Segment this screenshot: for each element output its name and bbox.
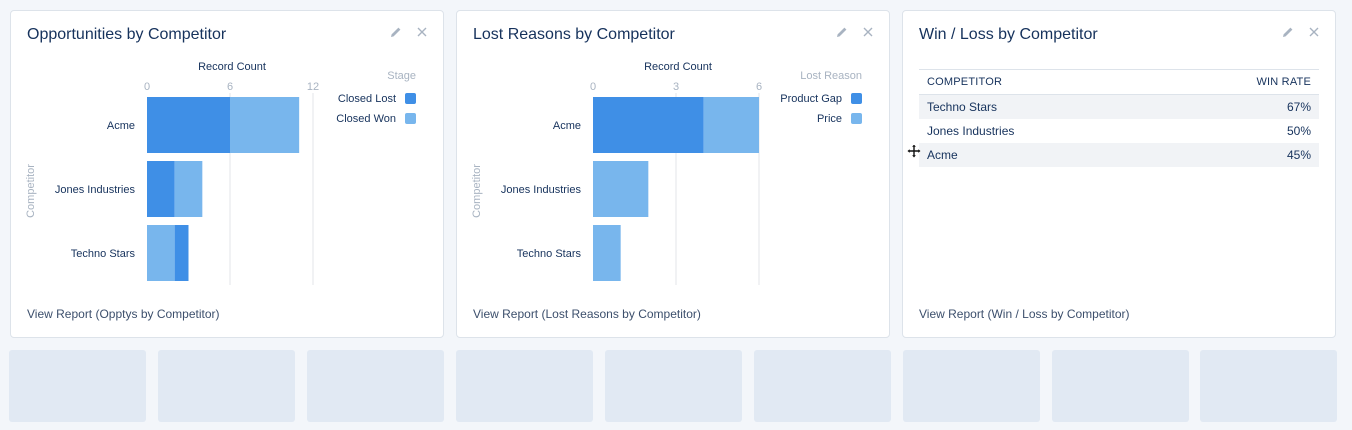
close-icon[interactable] [861, 25, 875, 39]
legend-title: Stage [387, 70, 416, 82]
card-title: Lost Reasons by Competitor [473, 26, 675, 43]
card-actions [389, 25, 429, 39]
bar-closed-lost-jones-industries [147, 161, 175, 217]
y-axis-title: Competitor [471, 164, 483, 218]
legend-swatch-closed-won [405, 113, 416, 124]
x-tick-label: 0 [590, 81, 596, 93]
opptys-by-competitor-card: Opportunities by Competitor Record Count… [10, 10, 444, 338]
placeholder-tile [605, 350, 742, 422]
bar-closed-lost-techno-stars [174, 225, 189, 281]
placeholder-tile [9, 350, 146, 422]
legend-title: Lost Reason [800, 70, 862, 82]
bar-closed-won-acme [230, 97, 300, 153]
competitor-cell: Techno Stars [919, 94, 1157, 119]
x-axis-title: Record Count [644, 61, 712, 73]
x-tick-label: 12 [307, 81, 319, 93]
legend-swatch-product-gap [851, 93, 862, 104]
close-icon[interactable] [415, 25, 429, 39]
opptys-bar-chart: Record Count 0 6 12 Competitor Acme Jones Indu… [25, 61, 416, 285]
legend-swatch-price [851, 113, 862, 124]
win-rate-cell: 50% [1286, 124, 1311, 138]
y-axis-title: Competitor [25, 164, 37, 218]
close-icon[interactable] [1307, 25, 1321, 39]
placeholder-tile [456, 350, 593, 422]
edit-icon[interactable] [835, 25, 849, 39]
x-tick-label: 6 [227, 81, 233, 93]
view-report-link[interactable]: View Report (Lost Reasons by Competitor) [473, 307, 701, 321]
competitor-cell: Acme [919, 143, 1157, 167]
y-tick-label: Techno Stars [71, 248, 136, 260]
placeholder-tile [158, 350, 295, 422]
edit-icon[interactable] [1281, 25, 1295, 39]
x-tick-label: 6 [756, 81, 762, 93]
card-actions [1281, 25, 1321, 39]
view-report-link[interactable]: View Report (Opptys by Competitor) [27, 307, 220, 321]
view-report-link[interactable]: View Report (Win / Loss by Competitor) [919, 307, 1130, 321]
bar-price-acme [703, 97, 759, 153]
column-header-competitor[interactable]: COMPETITOR [919, 69, 1157, 95]
y-tick-label: Techno Stars [517, 248, 582, 260]
table-header-row: COMPETITOR WIN RATE [919, 69, 1319, 95]
legend-label: Closed Won [336, 113, 396, 125]
win-loss-card: Win / Loss by Competitor COMPETITOR WIN … [902, 10, 1336, 338]
y-tick-label: Acme [553, 120, 581, 132]
competitor-cell: Jones Industries [927, 124, 1015, 138]
y-tick-label: Acme [107, 120, 135, 132]
column-header-win-rate[interactable]: WIN RATE [1156, 69, 1319, 95]
legend-swatch-closed-lost [405, 93, 416, 104]
card-title: Opportunities by Competitor [27, 26, 227, 43]
table-row[interactable]: Techno Stars 67% [919, 94, 1319, 119]
table-row[interactable]: Acme 45% [919, 143, 1319, 167]
placeholder-tile [307, 350, 444, 422]
placeholder-tile [1200, 350, 1337, 422]
y-tick-label: Jones Industries [501, 184, 582, 196]
table-row[interactable]: Jones Industries 50% [919, 119, 1319, 143]
edit-icon[interactable] [389, 25, 403, 39]
move-cursor-icon [906, 143, 922, 159]
placeholder-tile [1052, 350, 1189, 422]
card-actions [835, 25, 875, 39]
win-rate-cell: 67% [1156, 94, 1319, 119]
lost-reasons-card: Lost Reasons by Competitor Record Count 0… [456, 10, 890, 338]
legend-label: Price [817, 113, 842, 125]
y-tick-label: Jones Industries [55, 184, 136, 196]
bar-closed-lost-acme [147, 97, 230, 153]
bar-price-jones-industries [593, 161, 649, 217]
x-tick-label: 0 [144, 81, 150, 93]
win-loss-table: COMPETITOR WIN RATE Techno Stars 67% Jon… [919, 69, 1319, 167]
placeholder-tile [754, 350, 891, 422]
bar-product-gap-acme [593, 97, 704, 153]
x-tick-label: 3 [673, 81, 679, 93]
bar-price-techno-stars [593, 225, 621, 281]
placeholder-tile [903, 350, 1040, 422]
win-rate-cell: 45% [1156, 143, 1319, 167]
legend-label: Product Gap [780, 93, 842, 105]
bar-closed-won-jones-industries [174, 161, 203, 217]
lost-reasons-bar-chart: Record Count 0 3 6 Competitor Acme Jones Indus… [471, 61, 862, 285]
card-title: Win / Loss by Competitor [919, 26, 1098, 43]
x-axis-title: Record Count [198, 61, 266, 73]
legend-label: Closed Lost [338, 93, 396, 105]
bar-closed-won-techno-stars [147, 225, 175, 281]
